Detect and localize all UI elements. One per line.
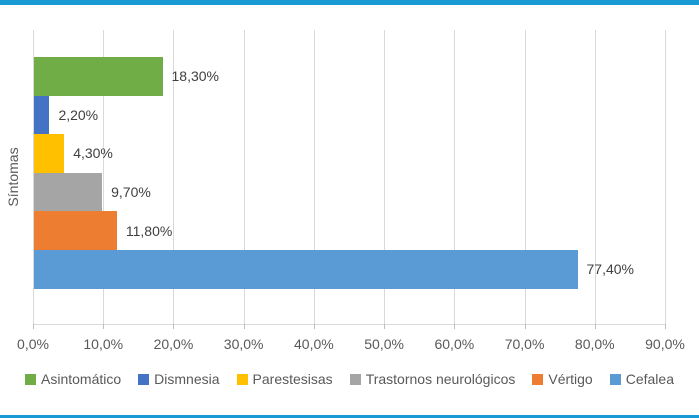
x-axis: 0,0% 10,0% 20,0% 30,0% 40,0% 50,0% 60,0% 70,0% 8… <box>17 336 685 352</box>
bar-value-label-cefalea: 77,40% <box>586 261 634 278</box>
legend-label: Trastornos neurológicos <box>365 371 516 387</box>
gridline <box>454 30 456 324</box>
bottom-accent-bar <box>0 415 699 418</box>
gridline <box>173 30 175 324</box>
bar-row-asintomatico: 18,30% <box>34 57 665 96</box>
legend-item-dismnesia: Dismnesia <box>138 371 220 387</box>
legend: Asintomático Dismnesia Parestesisas Trastor… <box>0 371 699 387</box>
x-axis-tick-label: 20,0% <box>153 336 194 352</box>
bar-value-label-trastornos-neurologicos: 9,70% <box>111 184 151 201</box>
gridline <box>594 30 596 324</box>
x-axis-tick-label: 10,0% <box>83 336 124 352</box>
bar-value-label-asintomatico: 18,30% <box>171 68 219 85</box>
x-axis-tick-mark <box>665 324 666 329</box>
legend-item-vertigo: Vértigo <box>532 371 593 387</box>
legend-label: Parestesisas <box>252 371 333 387</box>
legend-item-trastornos-neurologicos: Trastornos neurológicos <box>349 371 516 387</box>
bar-value-label-vertigo: 11,80% <box>125 222 173 239</box>
x-axis-tick-mark <box>243 324 245 329</box>
legend-swatch-parestesisas <box>236 373 248 385</box>
bar-vertigo <box>34 211 117 250</box>
bar-series: 18,30% 2,20% 4,30% 9,70% 11,80% 77,40% <box>34 57 665 289</box>
legend-swatch-vertigo <box>532 373 544 385</box>
x-axis-tick-label: 80,0% <box>574 336 615 352</box>
gridline <box>524 30 526 324</box>
x-axis-tick-mark <box>313 324 315 329</box>
gridline <box>243 30 245 324</box>
bar-row-parestesisas: 4,30% <box>34 134 665 173</box>
bar-row-vertigo: 11,80% <box>34 211 665 250</box>
x-axis-tick-mark <box>454 324 456 329</box>
x-axis-tick-label: 40,0% <box>294 336 334 352</box>
legend-swatch-asintomatico <box>25 373 37 385</box>
bar-value-label-dismnesia: 2,20% <box>58 106 99 123</box>
x-axis-tick-label: 0,0% <box>17 336 49 352</box>
bar-cefalea <box>34 249 578 289</box>
gridline <box>103 30 105 324</box>
x-axis-tick-mark <box>173 324 175 329</box>
x-axis-tick-mark <box>594 324 596 329</box>
x-axis-tick-mark <box>103 324 105 329</box>
legend-swatch-dismnesia <box>138 373 150 385</box>
x-axis-tick-mark <box>384 324 386 329</box>
top-accent-bar <box>0 0 699 5</box>
gridline <box>313 30 315 324</box>
x-axis-tick-mark <box>524 324 526 329</box>
legend-item-cefalea: Cefalea <box>609 371 674 387</box>
gridline <box>665 30 666 324</box>
legend-swatch-trastornos-neurologicos <box>349 373 361 385</box>
bar-parestesisas <box>34 134 65 173</box>
x-axis-tick-label: 50,0% <box>364 336 404 352</box>
legend-item-asintomatico: Asintomático <box>25 371 121 387</box>
legend-swatch-cefalea <box>609 373 621 385</box>
x-axis-tick-mark <box>33 324 34 329</box>
bar-row-dismnesia: 2,20% <box>34 95 665 135</box>
legend-label: Asintomático <box>41 371 122 387</box>
bar-dismnesia <box>34 95 50 135</box>
bar-row-trastornos-neurologicos: 9,70% <box>34 172 665 212</box>
plot-area: 18,30% 2,20% 4,30% 9,70% 11,80% 77,40% <box>33 30 666 329</box>
bar-trastornos-neurologicos <box>34 172 103 212</box>
x-axis-tick-label: 30,0% <box>223 336 264 352</box>
x-axis-tick-label: 60,0% <box>434 336 475 352</box>
y-axis-title: Síntomas <box>5 147 21 207</box>
legend-label: Vértigo <box>548 371 593 387</box>
gridline <box>384 30 386 324</box>
x-axis-tick-label: 90,0% <box>645 336 685 352</box>
legend-label: Dismnesia <box>154 371 220 387</box>
bar-asintomatico <box>34 57 163 96</box>
bar-value-label-parestesisas: 4,30% <box>73 145 113 162</box>
legend-item-parestesisas: Parestesisas <box>236 371 333 387</box>
bar-row-cefalea: 77,40% <box>34 249 665 289</box>
x-axis-tick-label: 70,0% <box>504 336 545 352</box>
legend-label: Cefalea <box>625 371 674 387</box>
